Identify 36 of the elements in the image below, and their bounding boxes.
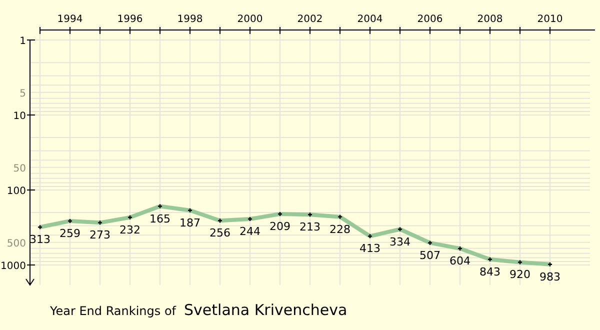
data-label: 228 (330, 222, 350, 236)
y-tick-label: 5 (20, 88, 26, 100)
text: Svetlana Krivencheva (184, 301, 348, 319)
x-tick-label: 1996 (117, 14, 143, 25)
data-label: 843 (480, 265, 500, 278)
data-label: 920 (510, 268, 530, 282)
data-label: 273 (90, 228, 110, 242)
data-label: 232 (120, 223, 140, 236)
data-label: 983 (540, 270, 560, 284)
y-tick-label: 500 (6, 238, 26, 250)
x-tick-label: 2000 (237, 14, 263, 25)
y-tick-label: 50 (13, 163, 26, 174)
data-label: 209 (270, 220, 290, 233)
text: Year End Rankings of (49, 304, 177, 318)
data-label: 413 (360, 242, 380, 256)
data-label: 256 (210, 226, 230, 240)
y-tick-label: 1 (20, 36, 26, 47)
x-tick-label: 2010 (537, 14, 563, 25)
x-tick-label: 2002 (297, 14, 323, 25)
data-label: 187 (180, 216, 200, 230)
data-label: 165 (150, 212, 170, 226)
x-tick-label: 2004 (357, 14, 383, 25)
y-tick-label: 10 (13, 110, 26, 122)
x-tick-label: 1998 (177, 14, 203, 25)
data-label: 259 (60, 226, 80, 240)
x-tick-label: 2006 (417, 14, 443, 25)
y-tick-label: 100 (6, 186, 26, 197)
data-label: 244 (240, 225, 260, 238)
y-tick-label: 1000 (0, 260, 26, 272)
data-label: 604 (450, 254, 470, 268)
x-tick-label: 1994 (57, 14, 83, 25)
data-label: 213 (300, 220, 320, 234)
data-label: 313 (30, 233, 50, 246)
data-label: 334 (390, 235, 410, 248)
x-tick-label: 2008 (477, 14, 503, 25)
data-label: 507 (420, 248, 440, 262)
